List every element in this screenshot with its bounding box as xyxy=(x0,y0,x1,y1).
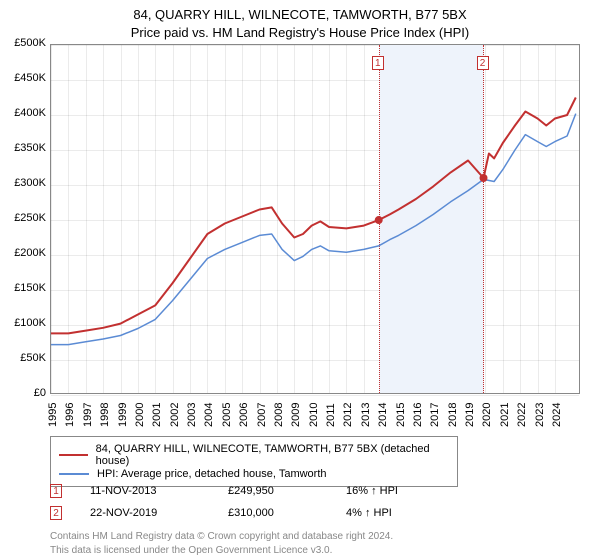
x-tick-label: 2023 xyxy=(534,403,546,427)
legend-label: 84, QUARRY HILL, WILNECOTE, TAMWORTH, B7… xyxy=(96,443,449,467)
x-tick-label: 2016 xyxy=(412,403,424,427)
x-tick-label: 2006 xyxy=(238,403,250,427)
plot-area xyxy=(50,44,580,394)
sale-marker-2: 2 xyxy=(477,56,489,70)
sale-date: 11-NOV-2013 xyxy=(90,485,200,497)
footnote: Contains HM Land Registry data © Crown c… xyxy=(50,530,393,557)
x-tick-label: 2001 xyxy=(151,403,163,427)
x-tick-label: 2002 xyxy=(169,403,181,427)
y-tick-label: £400K xyxy=(14,107,46,119)
footnote-line1: Contains HM Land Registry data © Crown c… xyxy=(50,530,393,544)
x-tick-label: 2018 xyxy=(447,403,459,427)
sale-number: 2 xyxy=(50,506,62,520)
x-tick-label: 2004 xyxy=(203,403,215,427)
sale-price: £249,950 xyxy=(228,485,318,497)
sale-hpi-delta: 16% ↑ HPI xyxy=(346,485,398,497)
legend-swatch xyxy=(59,454,88,456)
x-tick-label: 2008 xyxy=(273,403,285,427)
sale-point xyxy=(375,216,383,224)
y-tick-label: £450K xyxy=(14,72,46,84)
sale-date: 22-NOV-2019 xyxy=(90,507,200,519)
sale-number: 1 xyxy=(50,484,62,498)
gridline-h xyxy=(51,395,579,396)
x-tick-label: 2010 xyxy=(308,403,320,427)
line-chart-svg xyxy=(51,45,581,395)
legend-swatch xyxy=(59,473,89,475)
legend-item: 84, QUARRY HILL, WILNECOTE, TAMWORTH, B7… xyxy=(59,443,449,467)
x-tick-label: 1997 xyxy=(82,403,94,427)
x-tick-label: 2022 xyxy=(516,403,528,427)
x-tick-label: 2013 xyxy=(360,403,372,427)
sale-row-1: 1 11-NOV-2013 £249,950 16% ↑ HPI xyxy=(50,484,398,498)
x-tick-label: 2011 xyxy=(325,403,337,427)
x-tick-label: 1996 xyxy=(64,403,76,427)
x-tick-label: 2015 xyxy=(395,403,407,427)
y-tick-label: £0 xyxy=(34,387,46,399)
x-tick-label: 1995 xyxy=(47,403,59,427)
y-tick-label: £350K xyxy=(14,142,46,154)
x-tick-label: 2019 xyxy=(464,403,476,427)
x-tick-label: 2009 xyxy=(290,403,302,427)
footnote-line2: This data is licensed under the Open Gov… xyxy=(50,544,393,558)
chart-title: 84, QUARRY HILL, WILNECOTE, TAMWORTH, B7… xyxy=(0,0,600,41)
legend-label: HPI: Average price, detached house, Tamw… xyxy=(97,468,327,480)
x-tick-label: 2021 xyxy=(499,403,511,427)
sale-marker-1: 1 xyxy=(372,56,384,70)
y-tick-label: £300K xyxy=(14,177,46,189)
legend-item: HPI: Average price, detached house, Tamw… xyxy=(59,468,449,480)
series-line xyxy=(51,114,576,345)
x-tick-label: 2000 xyxy=(134,403,146,427)
y-tick-label: £500K xyxy=(14,37,46,49)
x-tick-label: 2014 xyxy=(377,403,389,427)
series-line xyxy=(51,98,576,334)
x-tick-label: 2024 xyxy=(551,403,563,427)
sale-hpi-delta: 4% ↑ HPI xyxy=(346,507,392,519)
y-tick-label: £200K xyxy=(14,247,46,259)
x-tick-label: 2020 xyxy=(481,403,493,427)
sale-price: £310,000 xyxy=(228,507,318,519)
x-tick-label: 2012 xyxy=(342,403,354,427)
y-tick-label: £100K xyxy=(14,317,46,329)
title-line1: 84, QUARRY HILL, WILNECOTE, TAMWORTH, B7… xyxy=(0,6,600,24)
y-tick-label: £50K xyxy=(20,352,46,364)
title-line2: Price paid vs. HM Land Registry's House … xyxy=(0,24,600,42)
x-tick-label: 2003 xyxy=(186,403,198,427)
legend: 84, QUARRY HILL, WILNECOTE, TAMWORTH, B7… xyxy=(50,436,458,487)
y-tick-label: £250K xyxy=(14,212,46,224)
sale-point xyxy=(480,174,488,182)
x-tick-label: 1998 xyxy=(99,403,111,427)
x-tick-label: 2005 xyxy=(221,403,233,427)
y-tick-label: £150K xyxy=(14,282,46,294)
sale-row-2: 2 22-NOV-2019 £310,000 4% ↑ HPI xyxy=(50,506,392,520)
x-tick-label: 1999 xyxy=(117,403,129,427)
x-tick-label: 2007 xyxy=(256,403,268,427)
x-tick-label: 2017 xyxy=(429,403,441,427)
